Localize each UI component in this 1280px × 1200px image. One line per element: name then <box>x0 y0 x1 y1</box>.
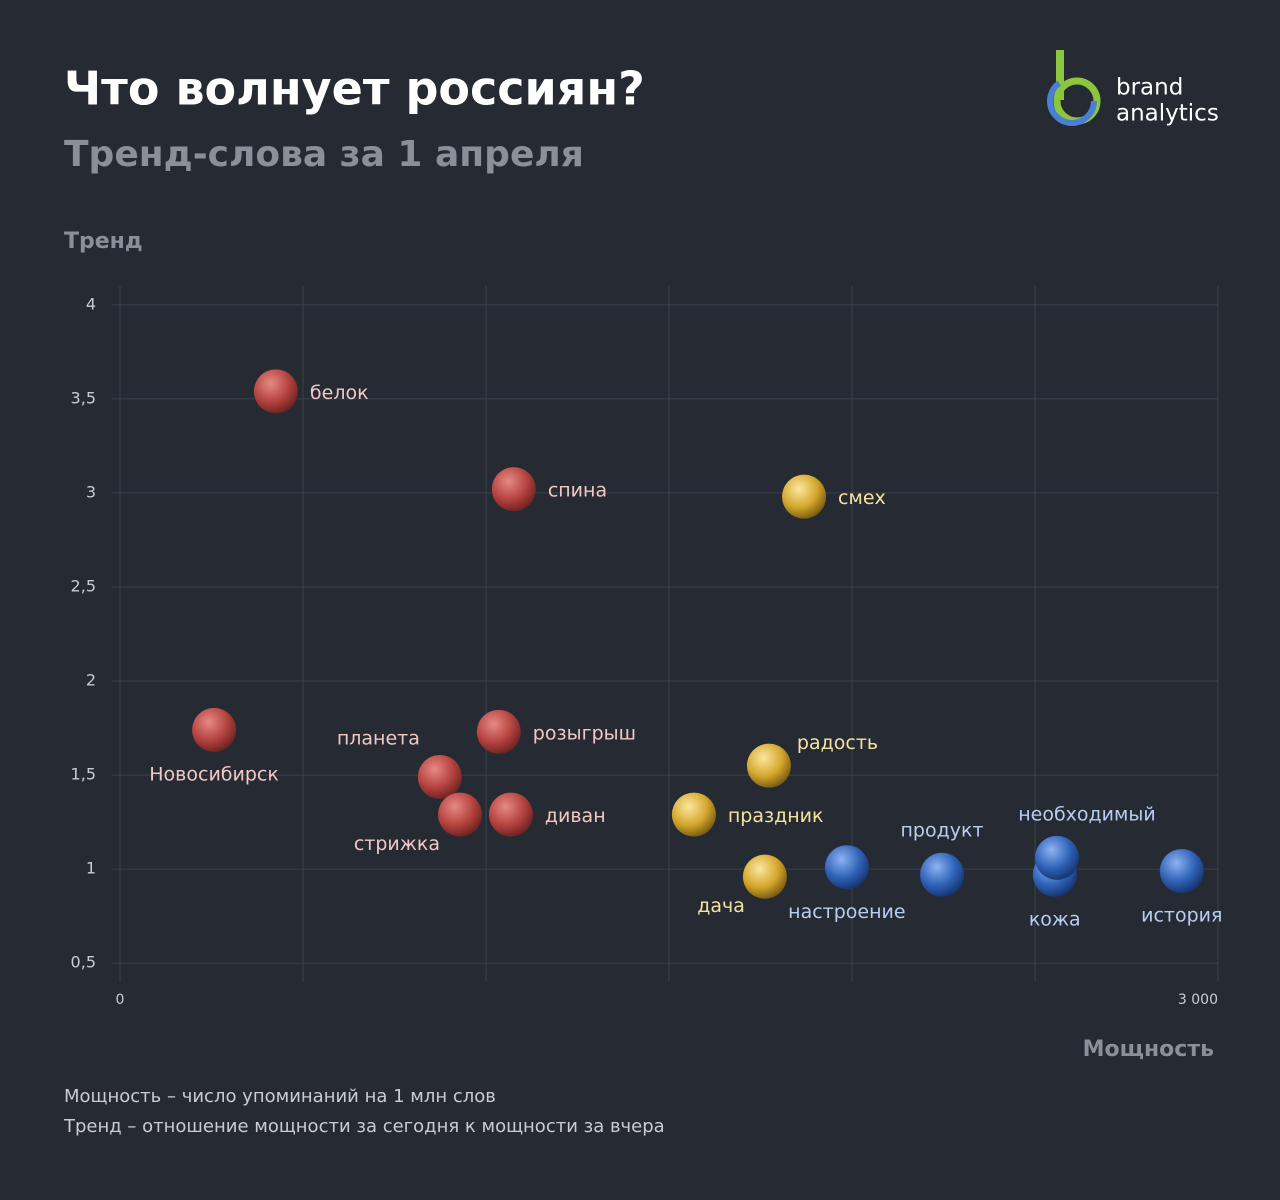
y-tick-label: 2,5 <box>71 576 96 595</box>
y-tick-label: 2 <box>86 671 96 690</box>
bubble <box>491 467 536 512</box>
bubble <box>742 854 787 899</box>
bubble <box>824 845 869 890</box>
y-tick-label: 1 <box>86 859 96 878</box>
x-tick-label: 3 000 <box>1178 992 1218 1008</box>
point-label: белок <box>310 382 369 404</box>
bubble <box>782 474 827 519</box>
bubble <box>417 754 462 799</box>
point-label: дача <box>697 895 745 917</box>
y-tick-label: 0,5 <box>71 953 96 972</box>
point-label: смех <box>838 487 886 509</box>
bubble <box>671 792 716 837</box>
point-label: планета <box>337 727 420 749</box>
bubble <box>438 792 483 837</box>
x-tick-label: 0 <box>116 992 125 1008</box>
bubble <box>488 792 533 837</box>
bubble <box>746 743 791 788</box>
bubble <box>192 707 237 752</box>
point-label: стрижка <box>354 833 440 855</box>
y-tick-label: 3 <box>86 482 96 501</box>
logo-text: analytics <box>1116 101 1219 127</box>
bubble <box>1159 849 1204 894</box>
point-label: история <box>1141 905 1222 927</box>
title: Что волнует россиян? <box>64 62 645 116</box>
bubble <box>1034 835 1079 880</box>
x-axis-title: Мощность <box>1083 1037 1214 1062</box>
footnote: Тренд – отношение мощности за сегодня к … <box>63 1116 665 1137</box>
y-tick-label: 4 <box>86 294 96 313</box>
point-label: настроение <box>788 901 905 923</box>
logo: brand analytics <box>1047 50 1219 127</box>
point-label: спина <box>548 480 607 502</box>
footnote: Мощность – число упоминаний на 1 млн сло… <box>64 1086 496 1107</box>
bubble <box>476 709 521 754</box>
bubble <box>253 369 298 414</box>
point-label: радость <box>797 732 878 754</box>
point-label: розыгрыш <box>533 722 636 744</box>
y-tick-label: 1,5 <box>71 765 96 784</box>
point-label: праздник <box>728 805 824 827</box>
point-label: кожа <box>1029 908 1081 930</box>
subtitle: Тренд-слова за 1 апреля <box>64 134 584 175</box>
y-axis-title: Тренд <box>64 229 143 254</box>
point-label: диван <box>545 805 606 827</box>
point-label: необходимый <box>1018 803 1156 825</box>
y-tick-label: 3,5 <box>71 388 96 407</box>
point-label: продукт <box>901 819 984 841</box>
point-label: Новосибирск <box>149 763 279 785</box>
logo-text: brand <box>1116 75 1183 101</box>
bubble <box>920 852 965 897</box>
